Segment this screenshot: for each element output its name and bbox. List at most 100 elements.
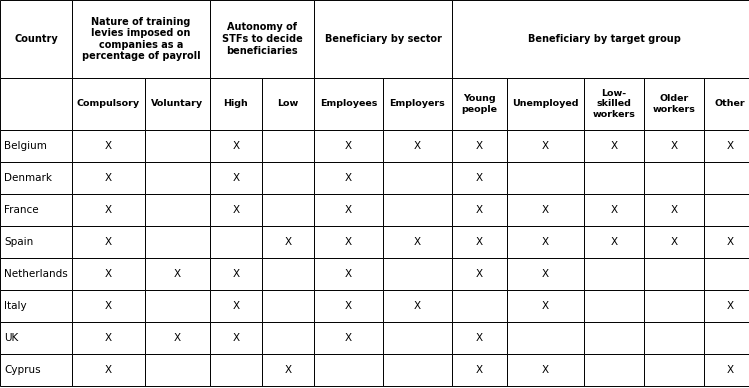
Bar <box>262 258 314 290</box>
Bar <box>314 0 452 78</box>
Text: Country: Country <box>14 34 58 44</box>
Text: Employers: Employers <box>389 99 446 109</box>
Text: France: France <box>4 205 39 215</box>
Bar <box>383 78 452 130</box>
Text: X: X <box>105 301 112 311</box>
Bar <box>383 354 452 386</box>
Bar <box>210 78 262 130</box>
Bar <box>452 162 507 194</box>
Bar <box>383 226 452 258</box>
Text: X: X <box>345 237 352 247</box>
Text: X: X <box>105 333 112 343</box>
Bar <box>644 194 704 226</box>
Bar <box>145 162 210 194</box>
Text: X: X <box>610 205 618 215</box>
Bar <box>584 226 644 258</box>
Bar <box>314 354 383 386</box>
Text: X: X <box>542 301 549 311</box>
Bar <box>314 226 383 258</box>
Bar <box>314 130 383 162</box>
Bar <box>452 226 507 258</box>
Text: Beneficiary by sector: Beneficiary by sector <box>324 34 441 44</box>
Bar <box>452 290 507 322</box>
Bar <box>72 0 210 78</box>
Text: X: X <box>232 301 240 311</box>
Bar <box>383 162 452 194</box>
Bar <box>72 130 145 162</box>
Text: Voluntary: Voluntary <box>151 99 204 109</box>
Text: X: X <box>232 173 240 183</box>
Bar <box>704 258 749 290</box>
Bar <box>704 226 749 258</box>
Text: X: X <box>345 173 352 183</box>
Bar <box>704 290 749 322</box>
Bar <box>507 290 584 322</box>
Bar <box>145 226 210 258</box>
Bar <box>0 0 72 78</box>
Bar <box>584 354 644 386</box>
Bar <box>507 354 584 386</box>
Bar <box>262 130 314 162</box>
Bar <box>145 290 210 322</box>
Bar <box>262 162 314 194</box>
Bar <box>145 194 210 226</box>
Bar <box>452 354 507 386</box>
Bar <box>210 130 262 162</box>
Bar <box>644 78 704 130</box>
Text: X: X <box>610 141 618 151</box>
Bar <box>262 194 314 226</box>
Bar <box>210 162 262 194</box>
Text: Compulsory: Compulsory <box>77 99 140 109</box>
Text: X: X <box>476 237 483 247</box>
Bar <box>210 194 262 226</box>
Bar <box>72 194 145 226</box>
Bar <box>584 322 644 354</box>
Text: X: X <box>670 141 678 151</box>
Text: X: X <box>476 333 483 343</box>
Text: X: X <box>476 269 483 279</box>
Bar <box>704 322 749 354</box>
Bar <box>262 290 314 322</box>
Text: X: X <box>610 237 618 247</box>
Bar <box>584 130 644 162</box>
Text: Autonomy of
STFs to decide
beneficiaries: Autonomy of STFs to decide beneficiaries <box>222 23 303 55</box>
Text: Italy: Italy <box>4 301 27 311</box>
Bar <box>584 290 644 322</box>
Bar <box>507 258 584 290</box>
Bar <box>507 226 584 258</box>
Bar <box>72 290 145 322</box>
Bar <box>262 226 314 258</box>
Text: Cyprus: Cyprus <box>4 365 40 375</box>
Text: X: X <box>542 237 549 247</box>
Text: X: X <box>670 237 678 247</box>
Bar <box>644 290 704 322</box>
Text: High: High <box>224 99 249 109</box>
Bar <box>644 322 704 354</box>
Bar <box>314 258 383 290</box>
Bar <box>262 322 314 354</box>
Text: Low: Low <box>277 99 299 109</box>
Text: X: X <box>414 301 421 311</box>
Bar <box>452 322 507 354</box>
Text: X: X <box>232 269 240 279</box>
Bar <box>383 130 452 162</box>
Bar <box>72 78 145 130</box>
Bar <box>452 0 749 78</box>
Bar <box>72 258 145 290</box>
Bar <box>507 162 584 194</box>
Bar <box>704 354 749 386</box>
Bar <box>262 354 314 386</box>
Bar <box>584 78 644 130</box>
Text: Netherlands: Netherlands <box>4 269 67 279</box>
Bar <box>262 78 314 130</box>
Text: Other: Other <box>715 99 745 109</box>
Text: X: X <box>174 333 181 343</box>
Text: X: X <box>727 301 733 311</box>
Text: Older
workers: Older workers <box>652 94 695 114</box>
Bar <box>0 162 72 194</box>
Text: X: X <box>232 205 240 215</box>
Bar <box>72 354 145 386</box>
Text: X: X <box>727 237 733 247</box>
Text: Spain: Spain <box>4 237 33 247</box>
Bar <box>584 258 644 290</box>
